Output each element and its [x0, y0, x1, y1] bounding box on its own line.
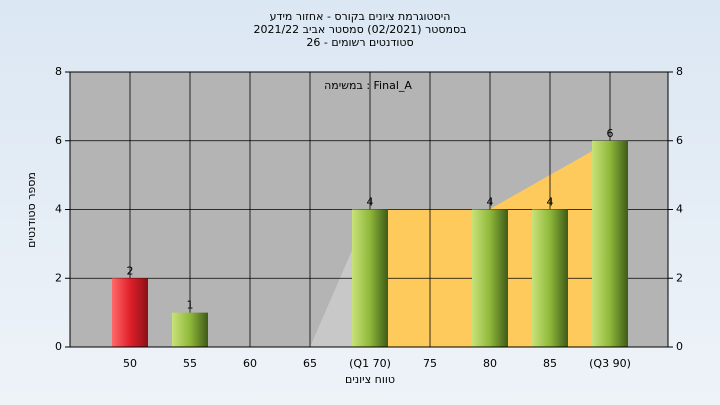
y2-tick-label: 4 — [676, 203, 683, 216]
value-label: 1 — [187, 299, 194, 312]
bar — [592, 140, 628, 347]
x-tick-label: (Q3 90) — [589, 357, 631, 370]
y-axis-label: מספר סטודנטים — [25, 172, 38, 248]
x-tick-label: 60 — [243, 357, 257, 370]
y-tick-label: 8 — [55, 65, 62, 78]
x-tick-label: (Q1 70) — [349, 357, 391, 370]
y-tick-label: 4 — [55, 203, 62, 216]
value-label: 6 — [607, 127, 614, 140]
y-tick-label: 6 — [55, 134, 62, 147]
bar — [172, 312, 208, 347]
x-tick-label: 65 — [303, 357, 317, 370]
x-tick-label: 75 — [423, 357, 437, 370]
plot-frame — [69, 71, 669, 348]
value-label: 4 — [487, 196, 494, 209]
y2-tick-label: 0 — [676, 340, 683, 353]
bar — [352, 209, 388, 347]
bar — [472, 209, 508, 347]
title-line: בסמסטר (02/2021) סמסטר אביב 2021/22 — [253, 23, 466, 36]
y2-tick-label: 8 — [676, 65, 683, 78]
x-tick-label: 50 — [123, 357, 137, 370]
x-tick-label: 55 — [183, 357, 197, 370]
x-axis-label: טווח ציונים — [345, 373, 395, 386]
y2-tick-label: 2 — [676, 271, 683, 284]
value-label: 4 — [547, 196, 554, 209]
value-label: 4 — [367, 196, 374, 209]
title-line: היסטוגרמת ציונים בקורס - אחזור מידע — [270, 10, 451, 23]
y-tick-label: 0 — [55, 340, 62, 353]
bar — [112, 278, 148, 347]
x-tick-label: 80 — [483, 357, 497, 370]
x-tick-label: 85 — [543, 357, 557, 370]
title-line: סטודנטים רשומים - 26 — [306, 36, 413, 49]
y2-tick-label: 6 — [676, 134, 683, 147]
bar — [532, 209, 568, 347]
annotation: במשימה : Final_A — [324, 79, 412, 92]
value-label: 2 — [127, 264, 134, 277]
y-tick-label: 2 — [55, 271, 62, 284]
